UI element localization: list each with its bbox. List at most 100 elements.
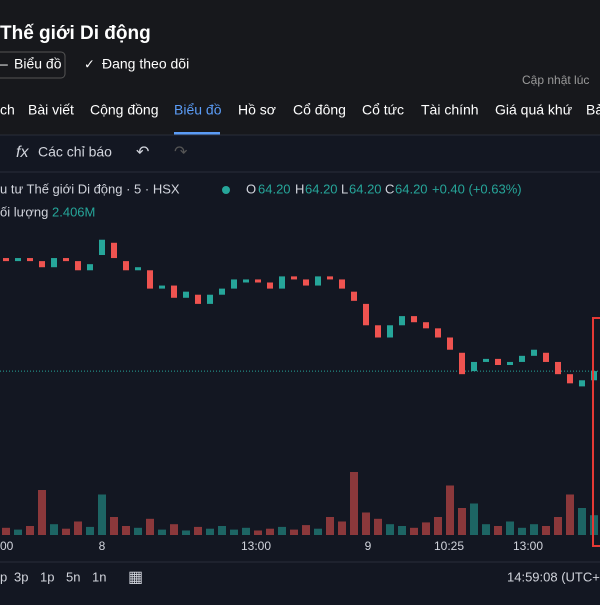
candle [135,267,141,271]
candle [243,279,249,283]
x-axis-label: 00 [0,539,14,553]
c-label: C [385,181,394,196]
candle [507,361,513,365]
x-axis-label: 13:00 [241,539,271,553]
volume-bar [86,526,94,535]
candle [495,358,501,365]
candle [471,361,477,372]
h-value: 64.20 [305,181,338,196]
volume-bar [422,522,430,535]
volume-bar [386,524,394,535]
status-dot [222,186,230,194]
volume-bar [578,508,586,535]
x-axis-label: 8 [99,539,106,553]
candle [447,337,453,350]
tab[interactable]: Bả [586,102,600,118]
candle [411,316,417,323]
candle [387,325,393,338]
candle [159,285,165,289]
candle [423,322,429,329]
tab[interactable]: ch [0,102,15,118]
candle [327,276,333,280]
indicators-button[interactable]: Các chỉ báo [38,144,112,160]
x-axis-label: 13:00 [513,539,543,553]
tab[interactable]: Tài chính [421,102,479,118]
tabs: ch Bài viết Cộng đồng Biểu đồ Hồ sơ Cổ đông Cổ… [0,102,600,135]
volume-bar [446,485,454,535]
volume-bar [254,530,262,535]
candle [435,328,441,338]
tab[interactable]: Bài viết [28,102,74,118]
range-button[interactable]: 3p [14,569,28,584]
c-value: 64.20 [395,181,428,196]
volume-bar [194,526,202,535]
chart-button[interactable] [0,51,66,79]
o-value: 64.20 [258,181,291,196]
calendar-icon[interactable]: ▦ [128,569,143,586]
candle [543,352,549,362]
candle [231,279,237,289]
range-button[interactable]: p [0,569,7,584]
volume-bar [38,490,46,535]
range-button[interactable]: 5n [66,569,80,584]
volume-bar [542,526,550,535]
candle [147,270,153,289]
candle [555,361,561,375]
chart-button-label[interactable]: Biểu đồ [14,56,62,72]
volume-bar [242,527,250,535]
volume-bar [326,517,334,535]
volume-bar [110,517,118,535]
tab[interactable]: Biểu đồ [174,102,222,118]
tab[interactable]: Giá quá khứ [495,102,572,118]
candle [171,285,177,298]
candle [375,325,381,338]
candle [99,239,105,255]
h-label: H [295,181,304,196]
candle [207,294,213,304]
candle [279,276,285,289]
candle [183,291,189,298]
volume-bar [146,518,154,535]
range-button[interactable]: 1n [92,569,106,584]
candle [255,279,261,283]
range-button[interactable]: 1p [40,569,54,584]
volume-bar [26,526,34,535]
l-value: 64.20 [349,181,382,196]
candle [51,258,57,268]
volume-bar [278,526,286,535]
candle [27,258,33,262]
candle [567,374,573,384]
x-axis-label: 9 [365,539,372,553]
volume-bar [410,527,418,535]
tab[interactable]: Hồ sơ [238,102,276,118]
redo[interactable]: ↷ [174,144,188,161]
volume-value: 2.406M [52,204,95,219]
volume-bar [62,528,70,535]
indicator-icon[interactable]: fx [16,144,29,161]
tab[interactable]: Cổ đông [293,102,346,118]
volume-bar [50,524,58,535]
legend: u tư Thế giới Di động · 5 · HSX O 64.20 … [0,181,522,219]
undo[interactable]: ↶ [136,144,149,161]
follow-button[interactable]: Đang theo dõi [102,56,189,72]
candle [315,276,321,286]
volume-bar [554,517,562,535]
symbol: u tư Thế giới Di động · 5 · HSX [0,181,180,196]
volume-bar [290,529,298,535]
candle [63,258,69,262]
tab[interactable]: Cổ tức [362,102,404,118]
candle [267,282,273,289]
volume-bar [338,521,346,535]
volume-bar [98,494,106,535]
tab[interactable]: Cộng đồng [90,102,159,118]
header-bg [0,0,600,135]
chart-button-label[interactable]: – [0,56,8,72]
volume-bar [170,524,178,535]
volume-bar [566,494,574,535]
volume-bar [158,529,166,535]
volume-bar [134,527,142,535]
footer: p 3p 1p 5n 1n [0,569,106,584]
candle [303,279,309,286]
candle [195,294,201,304]
